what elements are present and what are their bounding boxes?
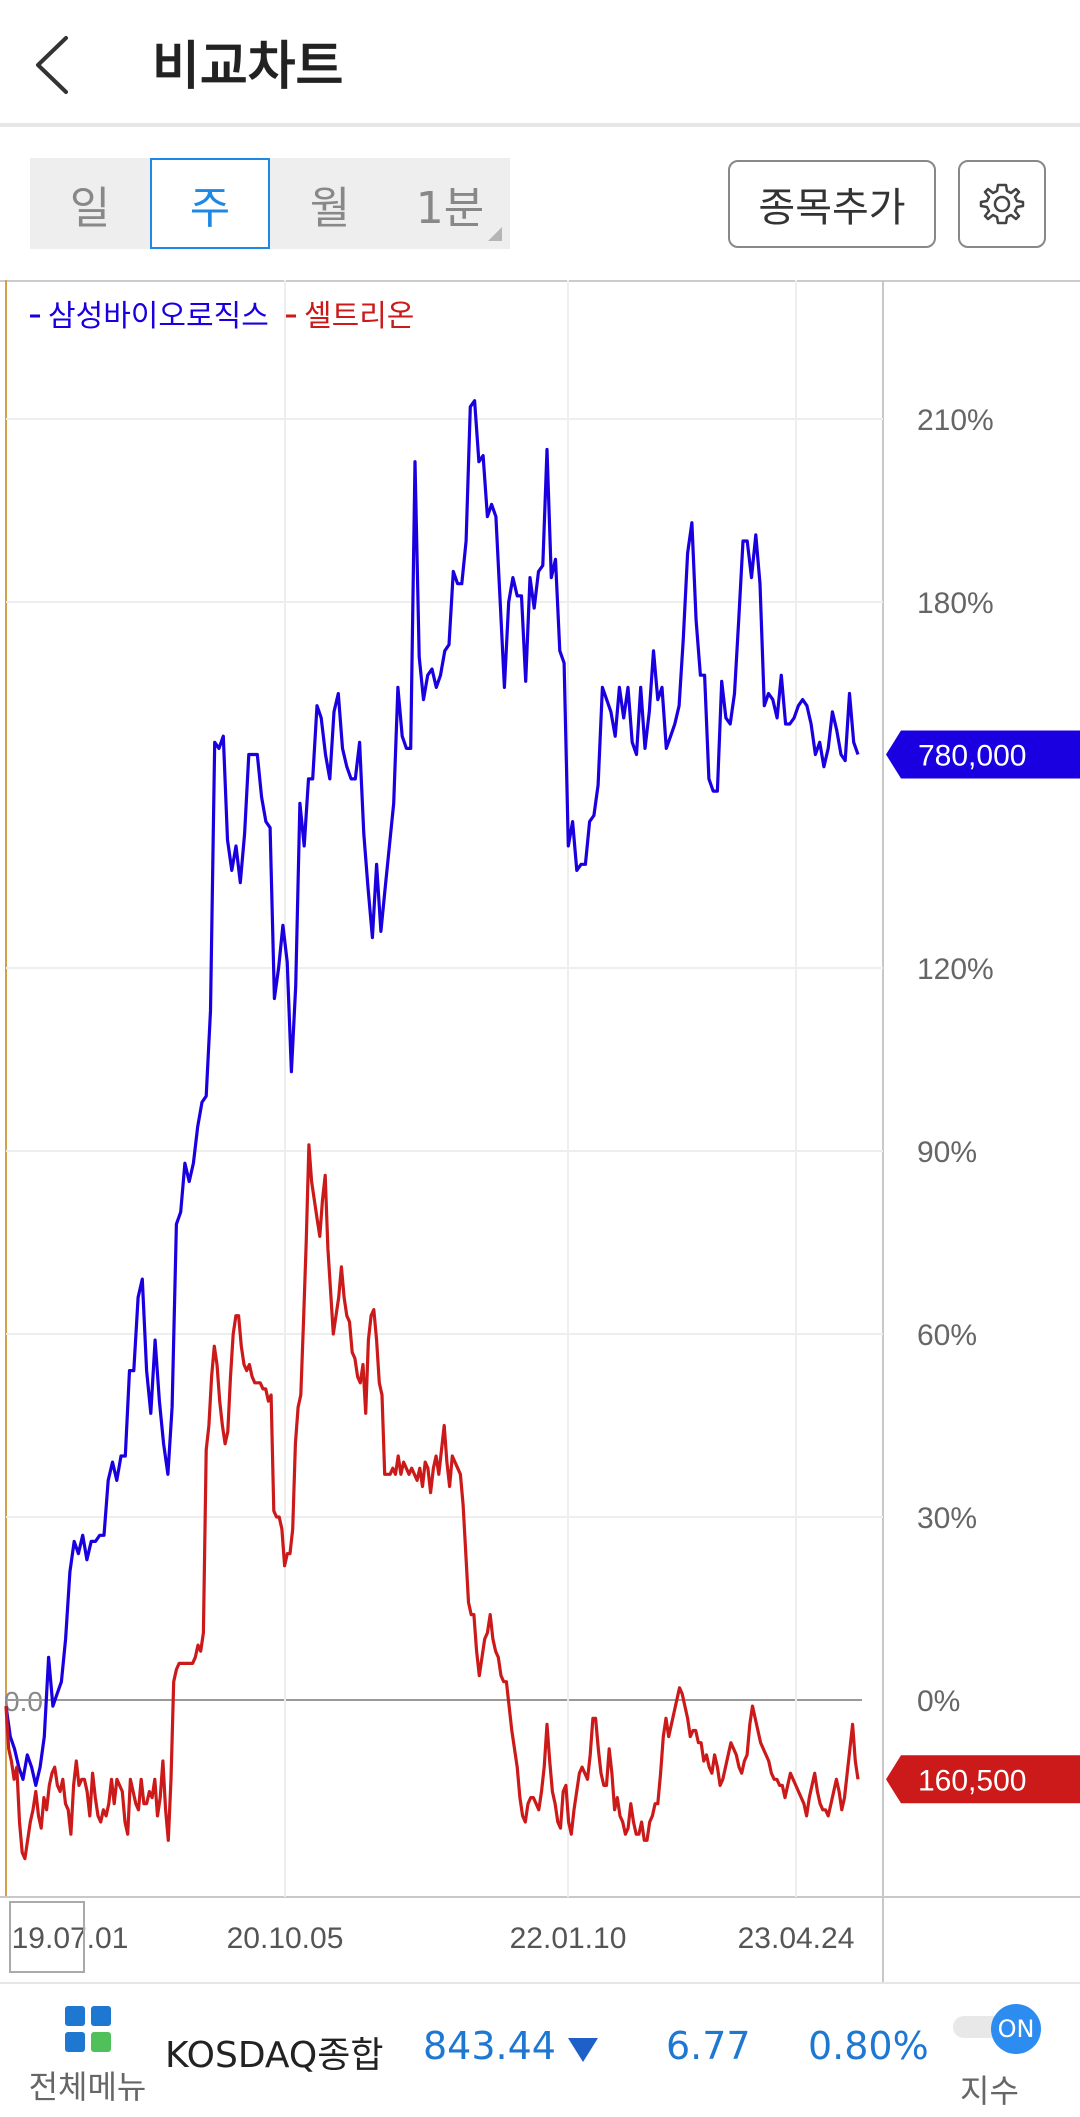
- page-title: 비교차트: [152, 37, 344, 97]
- zero-line-label: 0.0: [4, 1686, 43, 1717]
- y-tick-label-6: 0%: [917, 1685, 960, 1718]
- all-menu-button[interactable]: 전체메뉴: [20, 2006, 155, 2106]
- legend-celltrion: 셀트리온: [304, 300, 414, 333]
- price-tag-1: [886, 1755, 1080, 1804]
- index-change-rate: 0.80%: [808, 2024, 929, 2068]
- grid-icon: [65, 2006, 111, 2052]
- index-value: 843.44: [423, 2024, 556, 2068]
- index-toggle[interactable]: ON 지수: [950, 2004, 1050, 2114]
- y-tick-label-2: 120%: [917, 953, 994, 986]
- all-menu-label: 전체메뉴: [28, 2068, 147, 2106]
- price-tag-label-1: 160,500: [918, 1764, 1026, 1797]
- bottom-bar: 전체메뉴 KOSDAQ종합 843.44 6.77 0.80% ON 지수: [0, 1982, 1080, 2117]
- x-tick-label-3: 23.04.24: [738, 1922, 855, 1955]
- tab-month-label: 월: [309, 182, 351, 234]
- toggle-label: 지수: [960, 2072, 1019, 2110]
- price-tag-0: [886, 730, 1080, 779]
- tab-week-label: 주: [189, 182, 231, 234]
- tab-month[interactable]: 월: [270, 158, 390, 249]
- header-bar: 비교차트: [0, 0, 1080, 127]
- add-stock-button[interactable]: 종목추가: [728, 160, 936, 248]
- tab-day-label: 일: [69, 182, 111, 234]
- price-tag-label-0: 780,000: [918, 740, 1026, 773]
- tab-week[interactable]: 주: [150, 158, 270, 249]
- y-tick-label-4: 60%: [917, 1319, 977, 1352]
- y-tick-label-0: 210%: [917, 404, 994, 437]
- tab-day[interactable]: 일: [30, 158, 150, 249]
- y-tick-label-1: 180%: [917, 587, 994, 620]
- dropdown-corner-icon: [488, 227, 502, 241]
- gear-icon: [979, 183, 1025, 225]
- index-name[interactable]: KOSDAQ종합: [165, 2035, 384, 2076]
- x-tick-label-0: 19.07.01: [12, 1922, 129, 1955]
- x-cursor-box: [9, 1901, 85, 1973]
- tab-minute[interactable]: 1분: [390, 158, 510, 249]
- tab-minute-label: 1분: [415, 182, 485, 234]
- x-tick-label-2: 22.01.10: [510, 1922, 627, 1955]
- y-tick-label-5: 30%: [917, 1502, 977, 1535]
- chevron-left-icon: [36, 36, 68, 94]
- series-line-1: [4, 1143, 860, 1861]
- index-change: 6.77: [666, 2024, 751, 2068]
- legend-samsung-biologics: 삼성바이오로직스: [48, 300, 269, 333]
- y-tick-label-3: 90%: [917, 1136, 977, 1169]
- toggle-knob: ON: [991, 2004, 1041, 2054]
- chart-svg[interactable]: 삼성바이오로직스 셀트리온 0.0 210% 180% 120% 90% 60% 30% 0…: [0, 280, 1080, 1982]
- x-tick-label-1: 20.10.05: [227, 1922, 344, 1955]
- back-button[interactable]: [30, 30, 80, 100]
- comparison-chart[interactable]: 삼성바이오로직스 셀트리온 0.0 210% 180% 120% 90% 60% 30% 0…: [0, 280, 1080, 1986]
- period-tabs: 일 주 월 1분: [30, 158, 510, 249]
- down-arrow-icon: [568, 2038, 598, 2062]
- add-stock-label: 종목추가: [758, 185, 906, 231]
- settings-button[interactable]: [958, 160, 1046, 248]
- series-line-0: [4, 399, 860, 1788]
